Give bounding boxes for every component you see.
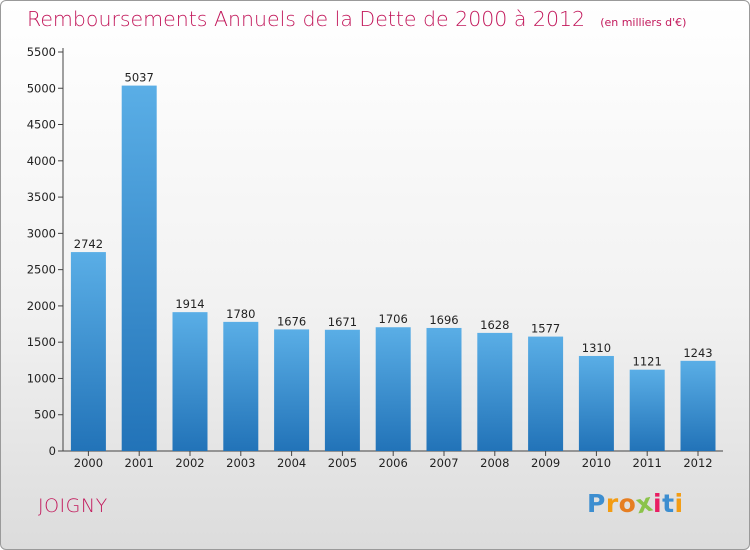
x-tick-label: 2007 [429,456,458,470]
bar [274,329,310,451]
x-tick-label: 2011 [633,456,662,470]
x-tick-label: 2002 [175,456,204,470]
y-axis: 0 500 1000 1500 2000 2500 3000 3500 4000 4500 5000… [27,45,64,458]
y-tick-label: 5500 [27,45,56,59]
y-tick-label: 0 [49,444,56,458]
chart-subtitle: (en milliers d'€) [600,16,687,29]
logo-letter: o [618,489,637,518]
x-tick-label: 2000 [74,456,103,470]
logo-letter: i [653,489,663,518]
bar-value-label: 2742 [74,237,103,251]
y-tick-label: 4500 [27,118,56,132]
y-tick-label: 3500 [27,190,56,204]
x-tick-label: 2012 [683,456,712,470]
y-tick-label: 2000 [27,299,56,313]
x-tick-label: 2004 [277,456,306,470]
bar-value-label: 1310 [582,341,611,355]
proxiti-logo: Proxiti [587,488,684,520]
y-tick-label: 1000 [27,371,56,385]
x-axis: 2000 2001 2002 2003 2004 2005 2006 2007 2008 2009… [63,450,723,470]
bar-value-label: 1696 [429,313,458,327]
bar [578,355,614,451]
bar [426,327,462,451]
y-tick-label: 5000 [27,81,56,95]
bar-value-label: 1780 [226,307,255,321]
x-tick-label: 2008 [480,456,509,470]
bar-value-label: 1706 [379,312,408,326]
bar-value-label: 1914 [175,297,204,311]
bar [324,329,360,451]
y-tick-label: 4000 [27,154,56,168]
y-tick-label: 500 [34,408,56,422]
bar-value-label: 1121 [633,355,662,369]
x-tick-label: 2006 [379,456,408,470]
title-row: Remboursements Annuels de la Dette de 20… [27,7,686,31]
logo-letter: r [605,489,619,518]
bar [223,321,259,451]
bar [528,336,564,451]
logo-letter: P [587,489,606,518]
x-tick-label: 2010 [582,456,611,470]
y-tick-label: 2500 [27,263,56,277]
data-labels: 2742 5037 1914 1780 1676 1671 1706 1696 1628 1577… [74,71,713,369]
bar [477,332,513,451]
logo-letter: i [674,489,684,518]
location-label: JOIGNY [38,495,108,517]
bar [375,327,411,451]
logo-letter: t [662,489,675,518]
bar [121,85,157,451]
bar-value-label: 1577 [531,322,560,336]
bar-value-label: 1671 [328,315,357,329]
bar-value-label: 1243 [683,346,712,360]
x-tick-label: 2005 [328,456,357,470]
bars [70,85,716,451]
y-tick-label: 3000 [27,226,56,240]
y-tick-label: 1500 [27,335,56,349]
bar-value-label: 1676 [277,314,306,328]
bar-value-label: 1628 [480,318,509,332]
bar [680,360,716,451]
bar [70,252,106,451]
chart-title: Remboursements Annuels de la Dette de 20… [27,7,586,31]
bar [172,312,208,451]
x-tick-label: 2003 [226,456,255,470]
x-tick-label: 2009 [531,456,560,470]
bar [629,369,665,451]
bar-value-label: 5037 [125,71,154,85]
x-tick-label: 2001 [125,456,154,470]
